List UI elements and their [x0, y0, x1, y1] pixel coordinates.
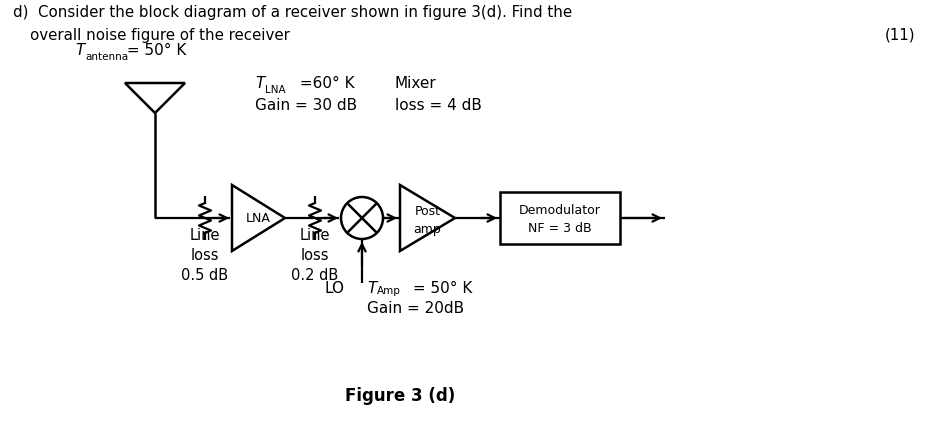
Text: loss = 4 dB: loss = 4 dB	[395, 98, 481, 113]
Text: (11): (11)	[883, 28, 914, 43]
Text: = 50° K: = 50° K	[408, 281, 472, 296]
Text: Demodulator: Demodulator	[518, 204, 601, 216]
Text: LO: LO	[324, 281, 344, 296]
Text: amp: amp	[413, 223, 441, 236]
Text: Line: Line	[189, 228, 220, 243]
Text: overall noise figure of the receiver: overall noise figure of the receiver	[30, 28, 289, 43]
Text: Gain = 20dB: Gain = 20dB	[366, 301, 464, 316]
Text: LNA: LNA	[246, 211, 271, 224]
Text: Post: Post	[414, 204, 440, 217]
Text: = 50° K: = 50° K	[121, 43, 186, 58]
Text: NF = 3 dB: NF = 3 dB	[527, 222, 591, 235]
Text: loss: loss	[300, 248, 329, 263]
Bar	[500, 192, 619, 244]
Text: T: T	[75, 43, 84, 58]
Text: 0.2 dB: 0.2 dB	[291, 268, 338, 283]
Text: loss: loss	[191, 248, 219, 263]
Text: Mixer: Mixer	[395, 76, 437, 91]
Text: antenna: antenna	[85, 52, 128, 62]
Text: Line: Line	[299, 228, 330, 243]
Text: Gain = 30 dB: Gain = 30 dB	[255, 98, 357, 113]
Text: T: T	[366, 281, 376, 296]
Text: T: T	[255, 76, 264, 91]
Text: LNA: LNA	[265, 85, 286, 95]
Text: =60° K: =60° K	[295, 76, 354, 91]
Text: Figure 3 (d): Figure 3 (d)	[345, 387, 454, 405]
Text: 0.5 dB: 0.5 dB	[182, 268, 228, 283]
Text: d)  Consider the block diagram of a receiver shown in figure 3(d). Find the: d) Consider the block diagram of a recei…	[13, 5, 572, 20]
Text: Amp: Amp	[376, 286, 400, 296]
